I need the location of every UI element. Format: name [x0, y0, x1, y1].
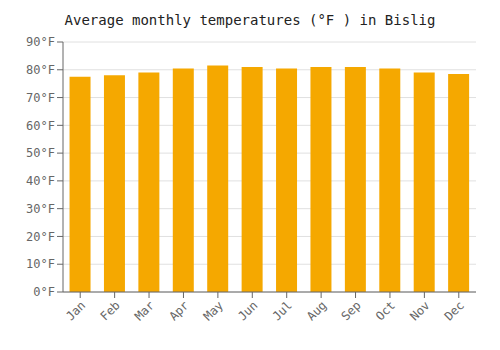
svg-text:Feb: Feb [98, 298, 123, 323]
svg-text:Jul: Jul [270, 298, 295, 323]
svg-text:20°F: 20°F [26, 230, 55, 244]
svg-text:Jan: Jan [63, 298, 88, 323]
svg-text:70°F: 70°F [26, 91, 55, 105]
svg-text:Apr: Apr [166, 298, 191, 323]
svg-text:Oct: Oct [373, 298, 398, 323]
svg-text:60°F: 60°F [26, 119, 55, 133]
svg-text:May: May [201, 298, 226, 323]
svg-text:10°F: 10°F [26, 257, 55, 271]
svg-text:80°F: 80°F [26, 63, 55, 77]
svg-text:50°F: 50°F [26, 146, 55, 160]
svg-text:0°F: 0°F [33, 285, 55, 299]
svg-text:Jun: Jun [235, 298, 260, 323]
svg-text:Aug: Aug [304, 298, 329, 323]
svg-text:Nov: Nov [407, 298, 432, 323]
svg-text:Dec: Dec [442, 298, 467, 323]
html-text:Average monthly temperatures (: Average monthly temperatures (°F ) in Bi… [64, 12, 436, 28]
svg-text:Mar: Mar [132, 298, 157, 323]
svg-text:30°F: 30°F [26, 202, 55, 216]
svg-text:90°F: 90°F [26, 35, 55, 49]
svg-text:40°F: 40°F [26, 174, 55, 188]
svg-text:Sep: Sep [338, 298, 363, 323]
